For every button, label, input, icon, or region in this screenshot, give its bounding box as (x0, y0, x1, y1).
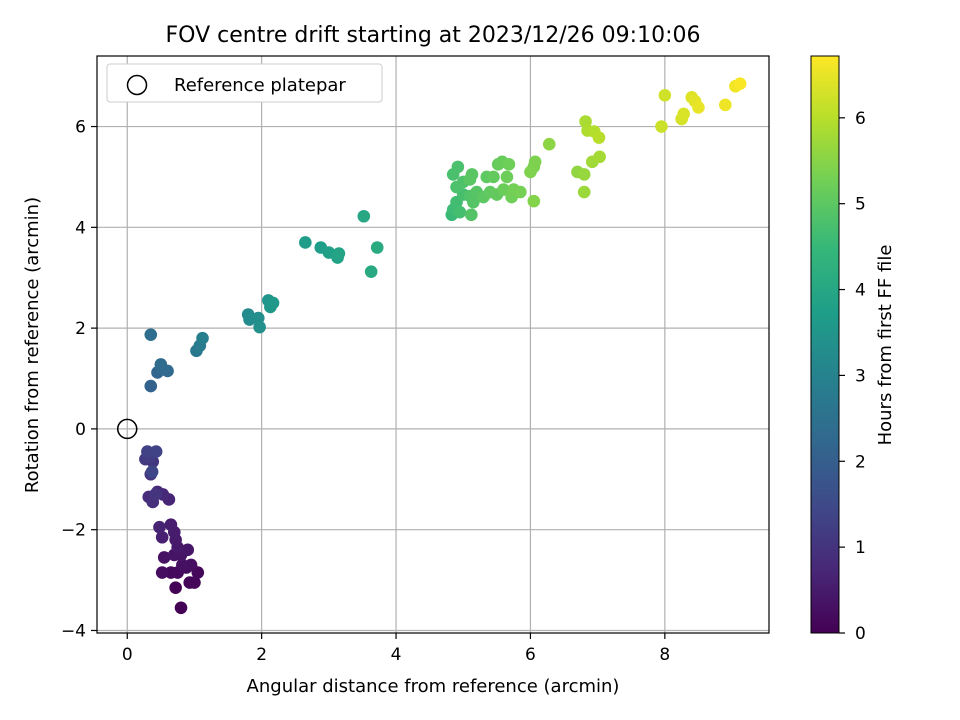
scatter-point (299, 236, 312, 249)
colorbar-tick-label: 6 (855, 109, 866, 129)
scatter-point (453, 205, 467, 219)
colorbar-tick-label: 1 (855, 538, 866, 558)
grid-lines (97, 56, 769, 633)
scatter-point (154, 358, 168, 371)
scatter-point (196, 331, 209, 345)
scatter-point (719, 98, 732, 112)
data-points (139, 77, 747, 615)
scatter-point (149, 488, 162, 501)
scatter-point (514, 185, 527, 199)
x-tick-label: 2 (256, 645, 267, 665)
scatter-point (677, 107, 690, 121)
scatter-point (174, 601, 188, 615)
x-tick-label: 8 (659, 645, 670, 665)
scatter-point (184, 558, 198, 572)
scatter-point (592, 131, 606, 144)
scatter-point (542, 137, 556, 151)
scatter-point (465, 208, 478, 222)
scatter-point (655, 120, 668, 133)
colorbar-tick-label: 3 (855, 366, 866, 386)
scatter-point (463, 173, 477, 186)
legend: Reference platepar (106, 63, 383, 103)
colorbar-tick-label: 4 (855, 281, 866, 301)
x-axis-ticks: 0 2 4 6 8 (122, 633, 670, 665)
y-tick-label: −2 (61, 521, 86, 541)
chart-title: FOV centre drift starting at 2023/12/26 … (166, 23, 701, 48)
colorbar-ticks: 0 1 2 3 4 5 6 (839, 109, 866, 644)
y-axis-label: Rotation from reference (arcmin) (22, 197, 43, 493)
x-tick-label: 6 (525, 645, 536, 665)
scatter-point (149, 445, 163, 458)
legend-label: Reference platepar (174, 75, 346, 96)
scatter-point (502, 158, 516, 171)
scatter-point (524, 165, 537, 179)
scatter-point (144, 379, 158, 393)
scatter-point (253, 320, 266, 334)
colorbar-tick-label: 5 (855, 195, 866, 215)
scatter-point (145, 465, 159, 479)
scatter-point (164, 518, 178, 531)
x-tick-label: 4 (391, 645, 402, 665)
scatter-point (188, 576, 201, 589)
scatter-point (500, 170, 514, 184)
scatter-point (169, 581, 182, 594)
legend-box (106, 63, 383, 103)
scatter-point (527, 194, 541, 208)
x-axis-label: Angular distance from reference (arcmin) (247, 676, 620, 697)
scatter-point (497, 183, 510, 196)
scatter-point (155, 530, 169, 544)
scatter-point (157, 551, 171, 564)
scatter-point (181, 543, 195, 557)
scatter-point (141, 445, 154, 458)
reference-marker (116, 418, 138, 440)
y-tick-label: 6 (75, 118, 86, 138)
scatter-point (733, 77, 747, 91)
scatter-point (577, 168, 591, 181)
scatter-point (577, 185, 591, 199)
scatter-point (528, 155, 542, 169)
y-tick-label: 0 (75, 420, 86, 440)
scatter-point (155, 566, 169, 579)
y-tick-label: −4 (61, 621, 86, 641)
colorbar-label: Hours from first FF file (875, 245, 896, 446)
scatter-point (658, 89, 672, 102)
scatter-point (692, 101, 705, 114)
y-tick-label: 2 (75, 319, 86, 339)
scatter-point (467, 195, 480, 209)
scatter-point (370, 241, 384, 254)
y-tick-label: 4 (75, 218, 86, 238)
legend-reference-marker (126, 74, 148, 96)
scatter-point (144, 328, 158, 341)
colorbar-tick-label: 2 (855, 452, 866, 472)
scatter-point (357, 209, 371, 223)
reference-platepar-marker (116, 418, 138, 440)
scatter-point (451, 160, 465, 174)
scatter-point (153, 520, 166, 534)
colorbar (810, 55, 840, 634)
scatter-point (593, 150, 606, 164)
scatter-point (266, 296, 280, 310)
y-axis-ticks: −4 −2 0 2 4 6 (61, 118, 97, 641)
x-tick-label: 0 (122, 645, 133, 665)
scatter-point (487, 170, 500, 184)
plot-frame (96, 55, 770, 634)
colorbar-tick-label: 0 (855, 624, 866, 644)
scatter-point (364, 265, 378, 278)
scatter-point (332, 247, 346, 260)
scatter-point (176, 558, 189, 572)
